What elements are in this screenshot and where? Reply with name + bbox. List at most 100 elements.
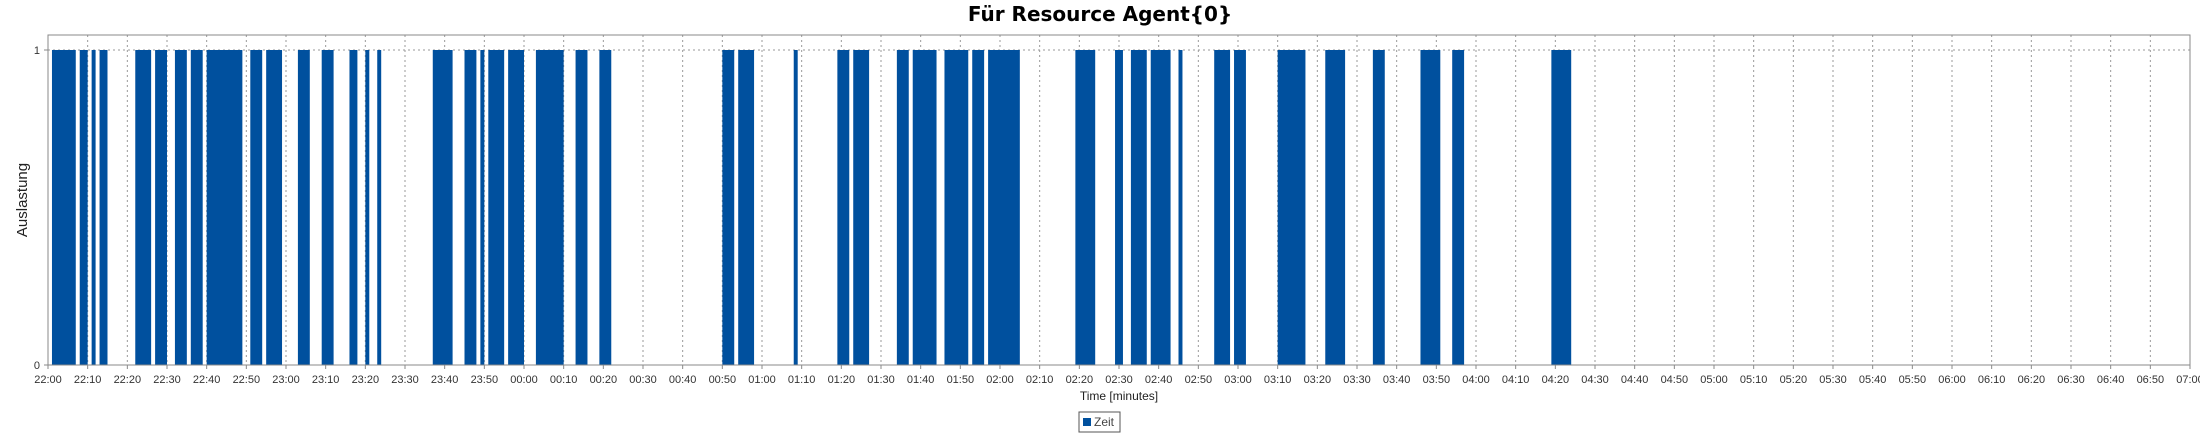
bar xyxy=(365,50,370,365)
bar xyxy=(837,50,850,365)
x-tick-label: 05:20 xyxy=(1780,374,1808,386)
bar xyxy=(349,50,358,365)
bar xyxy=(79,50,88,365)
x-tick-label: 02:40 xyxy=(1145,374,1173,386)
bar xyxy=(488,50,505,365)
bar xyxy=(793,50,798,365)
bar xyxy=(1234,50,1246,365)
bar xyxy=(1277,50,1306,365)
bar xyxy=(1115,50,1123,365)
x-tick-label: 00:20 xyxy=(590,374,618,386)
bar xyxy=(853,50,870,365)
x-tick-label: 02:30 xyxy=(1105,374,1133,386)
legend-swatch-zeit xyxy=(1083,418,1091,426)
x-tick-label: 04:50 xyxy=(1661,374,1689,386)
bar xyxy=(99,50,108,365)
bar xyxy=(912,50,937,365)
x-tick-label: 00:50 xyxy=(709,374,737,386)
x-tick-label: 02:00 xyxy=(986,374,1014,386)
bar xyxy=(575,50,588,365)
x-tick-label: 22:20 xyxy=(114,374,142,386)
bar xyxy=(1420,50,1441,365)
bar xyxy=(1214,50,1231,365)
y-axis-ticks: 01 xyxy=(34,45,48,372)
x-tick-label: 06:50 xyxy=(2137,374,2165,386)
bar xyxy=(1452,50,1465,365)
legend-label-zeit: Zeit xyxy=(1094,415,1115,429)
x-tick-label: 04:40 xyxy=(1621,374,1649,386)
x-tick-label: 00:00 xyxy=(510,374,538,386)
x-tick-label: 00:30 xyxy=(629,374,657,386)
x-tick-label: 23:10 xyxy=(312,374,340,386)
x-tick-label: 01:10 xyxy=(788,374,816,386)
bar xyxy=(1075,50,1096,365)
x-tick-label: 06:00 xyxy=(1938,374,1966,386)
x-tick-label: 02:10 xyxy=(1026,374,1054,386)
x-tick-label: 06:30 xyxy=(2057,374,2085,386)
x-tick-label: 00:40 xyxy=(669,374,697,386)
bar xyxy=(321,50,334,365)
bar xyxy=(91,50,96,365)
x-tick-label: 01:40 xyxy=(907,374,935,386)
bar xyxy=(599,50,612,365)
x-tick-label: 22:40 xyxy=(193,374,221,386)
y-axis-label: Auslastung xyxy=(14,163,31,237)
bar xyxy=(722,50,735,365)
x-tick-label: 05:10 xyxy=(1740,374,1768,386)
bar xyxy=(432,50,453,365)
x-tick-label: 02:50 xyxy=(1185,374,1213,386)
x-tick-label: 06:40 xyxy=(2097,374,2125,386)
bar xyxy=(1372,50,1385,365)
x-tick-label: 05:40 xyxy=(1859,374,1887,386)
bar xyxy=(535,50,564,365)
bar xyxy=(1150,50,1171,365)
x-tick-label: 01:50 xyxy=(947,374,975,386)
bar xyxy=(250,50,263,365)
x-tick-label: 01:20 xyxy=(828,374,856,386)
x-tick-label: 22:00 xyxy=(34,374,62,386)
x-tick-label: 23:20 xyxy=(352,374,380,386)
x-tick-label: 01:00 xyxy=(748,374,776,386)
bar xyxy=(206,50,243,365)
bar xyxy=(297,50,310,365)
bar xyxy=(1178,50,1183,365)
x-tick-label: 03:20 xyxy=(1304,374,1332,386)
x-axis-label: Time [minutes] xyxy=(1080,389,1158,403)
x-tick-label: 03:50 xyxy=(1423,374,1451,386)
y-tick-label: 0 xyxy=(34,360,40,372)
bar xyxy=(480,50,485,365)
y-tick-label: 1 xyxy=(34,45,40,57)
x-tick-label: 04:00 xyxy=(1462,374,1490,386)
legend: Zeit xyxy=(1078,411,1121,433)
bar xyxy=(155,50,167,365)
bar xyxy=(944,50,969,365)
x-tick-label: 04:30 xyxy=(1581,374,1609,386)
x-tick-label: 05:30 xyxy=(1819,374,1847,386)
x-tick-label: 03:00 xyxy=(1224,374,1252,386)
x-tick-label: 22:30 xyxy=(153,374,181,386)
bar xyxy=(377,50,382,365)
bar xyxy=(508,50,524,365)
x-tick-label: 23:30 xyxy=(391,374,419,386)
x-tick-label: 03:40 xyxy=(1383,374,1411,386)
bar xyxy=(738,50,755,365)
legend-box xyxy=(1078,411,1121,433)
x-tick-label: 03:10 xyxy=(1264,374,1292,386)
bar xyxy=(135,50,152,365)
bar xyxy=(1551,50,1572,365)
x-tick-label: 22:50 xyxy=(233,374,261,386)
bar xyxy=(988,50,1020,365)
bar xyxy=(266,50,283,365)
bar xyxy=(464,50,477,365)
bar xyxy=(51,50,76,365)
bar xyxy=(896,50,909,365)
x-tick-label: 02:20 xyxy=(1066,374,1094,386)
x-tick-label: 01:30 xyxy=(867,374,895,386)
x-tick-label: 00:10 xyxy=(550,374,578,386)
x-tick-label: 23:00 xyxy=(272,374,300,386)
bar xyxy=(174,50,187,365)
chart-title: Für Resource Agent{0} xyxy=(967,2,1233,26)
x-tick-label: 22:10 xyxy=(74,374,102,386)
bar xyxy=(190,50,203,365)
